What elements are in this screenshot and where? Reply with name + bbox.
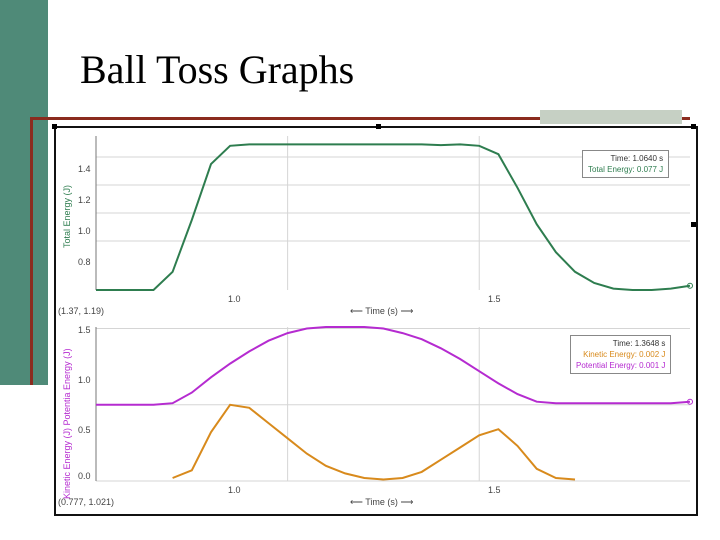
y-tick-label: 1.2 [78,195,91,205]
kinetic-energy-series-line [172,403,576,481]
x-tick-label: 1.0 [228,294,241,304]
slide-title: Ball Toss Graphs [80,47,355,92]
x-tick-label: 1.0 [228,485,241,495]
total-energy-panel[interactable]: Total Energy (J) 1.4 1.2 1.0 0.8 1.0 1.5… [56,128,696,320]
legend-time: Time: 1.0640 s [610,154,664,163]
x-axis-label-text: Time (s) [365,306,398,316]
total-energy-end-marker [687,282,693,289]
legend-box[interactable]: Time: 1.0640 s Total Energy: 0.077 J [582,150,670,178]
arrow-left-icon[interactable]: ⟵ [350,306,363,316]
y-axis-label: Kinetic Energy (J) Potentia Energy (J) [62,348,72,499]
legend-potential-energy: Potential Energy: 0.001 J [576,361,666,370]
arrow-right-icon[interactable]: ⟶ [400,306,414,316]
x-tick-label: 1.5 [488,294,501,304]
y-tick-label: 0.0 [78,471,91,481]
title-rule-vertical [30,117,33,385]
legend-kinetic-energy: Kinetic Energy: 0.002 J [583,350,666,359]
x-axis-label-text: Time (s) [365,497,398,507]
coordinate-readout: (1.37, 1.19) [58,306,105,316]
accent-box [540,110,682,124]
potential-energy-series-line [96,326,691,406]
resize-handle[interactable] [52,124,57,129]
graph-figure[interactable]: Total Energy (J) 1.4 1.2 1.0 0.8 1.0 1.5… [54,126,698,516]
arrow-right-icon[interactable]: ⟶ [400,497,414,507]
resize-handle[interactable] [376,124,381,129]
potential-energy-end-marker [687,398,693,405]
y-tick-label: 1.0 [78,375,91,385]
y-tick-label: 1.0 [78,226,91,236]
x-tick-label: 1.5 [488,485,501,495]
kinetic-potential-energy-chart[interactable] [56,321,696,514]
title-rule-horizontal [30,117,690,120]
total-energy-series-line [96,143,691,291]
arrow-left-icon[interactable]: ⟵ [350,497,363,507]
legend-time: Time: 1.3648 s [612,339,666,348]
y-axis-label: Total Energy (J) [62,184,72,248]
resize-handle[interactable] [691,124,696,129]
y-tick-label: 1.5 [78,325,91,335]
legend-box[interactable]: Time: 1.3648 s Kinetic Energy: 0.002 J P… [570,335,672,374]
left-accent-bar [0,0,48,385]
kinetic-potential-energy-panel[interactable]: Kinetic Energy (J) Potentia Energy (J) 1… [56,321,696,514]
resize-handle[interactable] [691,222,696,227]
x-axis-label[interactable]: ⟵ Time (s) ⟶ [350,306,413,317]
legend-total-energy: Total Energy: 0.077 J [588,165,664,174]
x-axis-label[interactable]: ⟵ Time (s) ⟶ [350,497,413,508]
y-tick-label: 0.5 [78,425,91,435]
y-tick-label: 0.8 [78,257,91,267]
coordinate-readout: (0.777, 1.021) [58,497,115,507]
y-tick-label: 1.4 [78,164,91,174]
